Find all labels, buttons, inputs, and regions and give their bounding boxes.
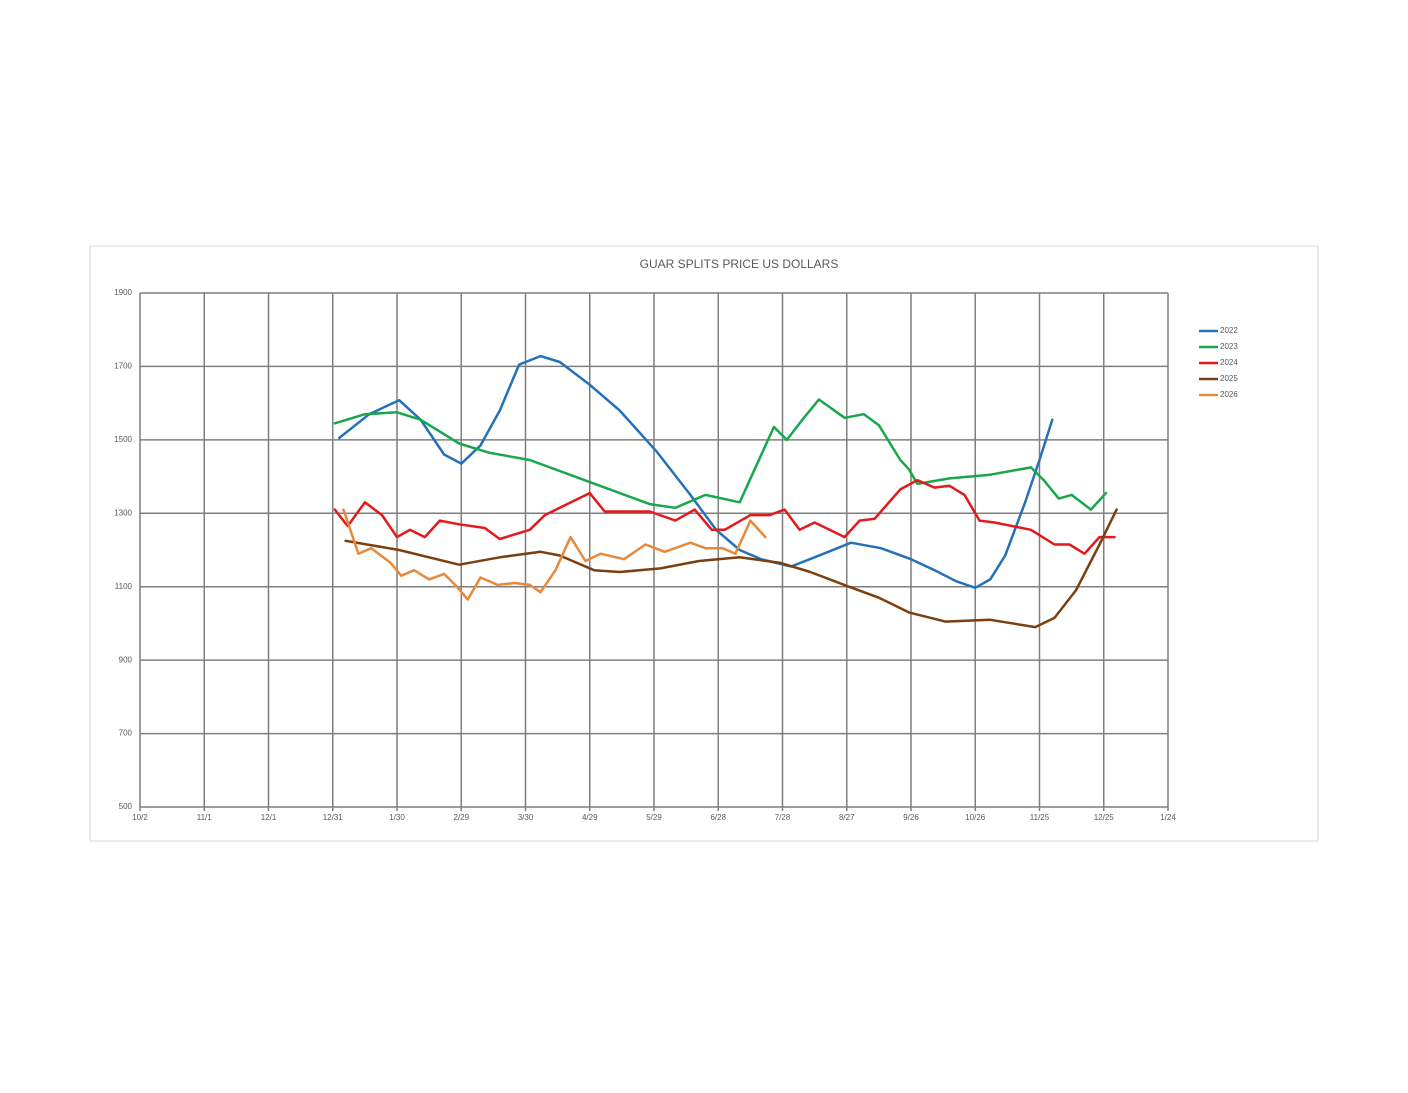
y-tick-label: 1300 <box>114 508 132 517</box>
y-tick-label: 500 <box>119 802 133 811</box>
x-tick-label: 1/24 <box>1160 813 1176 822</box>
x-tick-label: 2/29 <box>453 813 469 822</box>
y-tick-label: 1900 <box>114 288 132 297</box>
x-tick-label: 9/26 <box>903 813 919 822</box>
chart-title: GUAR SPLITS PRICE US DOLLARS <box>640 257 839 271</box>
y-tick-label: 700 <box>119 729 133 738</box>
x-tick-label: 6/28 <box>710 813 726 822</box>
line-series <box>333 478 1116 555</box>
legend-label: 2024 <box>1220 358 1238 367</box>
line-series <box>344 508 1118 629</box>
legend-label: 2022 <box>1220 326 1238 335</box>
x-tick-label: 10/26 <box>965 813 986 822</box>
y-tick-label: 900 <box>119 655 133 664</box>
y-tick-label: 1700 <box>114 362 132 371</box>
x-tick-label: 8/27 <box>839 813 855 822</box>
x-tick-label: 3/30 <box>518 813 534 822</box>
line-series <box>342 508 767 601</box>
legend-label: 2023 <box>1220 342 1238 351</box>
x-tick-label: 10/2 <box>132 813 148 822</box>
y-tick-label: 1500 <box>114 435 132 444</box>
x-tick-label: 12/1 <box>261 813 277 822</box>
x-tick-label: 11/25 <box>1030 813 1050 822</box>
legend-label: 2026 <box>1220 390 1238 399</box>
x-tick-label: 5/29 <box>646 813 662 822</box>
x-tick-label: 1/30 <box>389 813 405 822</box>
chart-area <box>89 245 1319 842</box>
x-tick-label: 12/25 <box>1094 813 1115 822</box>
x-tick-label: 4/29 <box>582 813 598 822</box>
x-tick-label: 12/31 <box>323 813 344 822</box>
x-tick-label: 7/28 <box>775 813 791 822</box>
y-tick-label: 1100 <box>115 582 133 591</box>
legend-label: 2025 <box>1220 374 1238 383</box>
line-series <box>333 398 1108 511</box>
x-tick-label: 11/1 <box>197 813 213 822</box>
